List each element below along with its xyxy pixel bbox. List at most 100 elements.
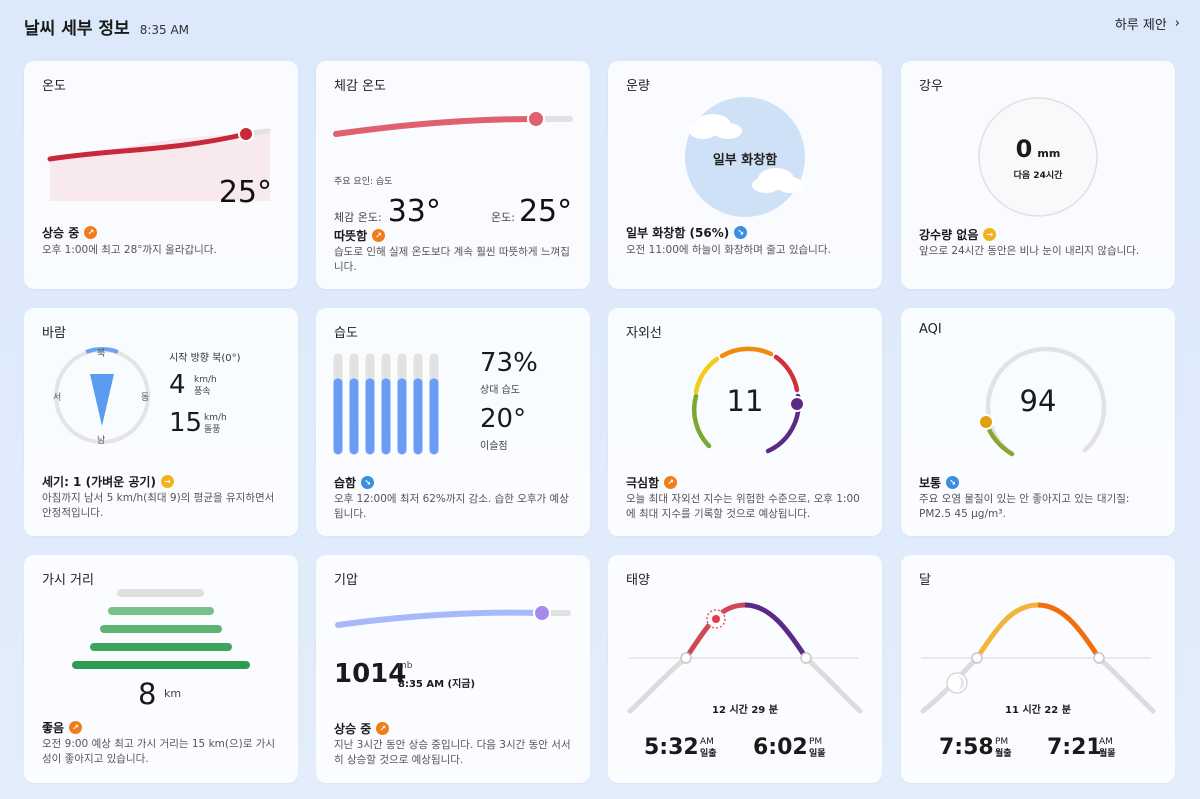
pressure-card[interactable]: 기압 1014 mb 8:35 AM (지금) 상승 중 ↗ 지난 3시간 동안 … [316, 555, 590, 783]
visibility-card[interactable]: 가시 거리 8 km 좋음 ↗ 오전 9:00 예상 최고 가시 거리는 15 k… [24, 555, 298, 783]
temperature-card[interactable]: 온도 25° 상승 중 ↗ 오후 1:00에 최고 28°까지 올라갑니다. [24, 61, 298, 289]
moonset-time: 7:21 [1047, 735, 1102, 760]
wind-speed-labels: km/h 풍속 [194, 375, 217, 397]
dew-point-label: 이슬점 [480, 441, 508, 452]
trend-up-icon: ↗ [376, 722, 390, 735]
wind-arrow-icon [90, 374, 114, 426]
feels-value-group: 체감 온도: 33° [334, 194, 441, 229]
visibility-bars [72, 589, 250, 669]
feels-like-card[interactable]: 체감 온도 주요 요인: 습도 체감 온도: 33° 온도: 25° 따뜻함 ↗ … [316, 61, 590, 289]
card-title: AQI [919, 322, 942, 337]
pressure-time: 8:35 AM (지금) [398, 679, 476, 690]
trend-down-icon: ↘ [734, 226, 748, 239]
uv-gauge [691, 346, 805, 454]
cloud-center-label: 일부 화창함 [712, 153, 778, 168]
moon-arc [920, 602, 1156, 714]
status-badge: 좋음 ↗ [42, 719, 83, 736]
temp-value-group: 온도: 25° [491, 194, 573, 229]
moonrise-labels: PM 월출 [995, 737, 1012, 759]
moon-card[interactable]: 달 11 시간 22 분 7:58 PM 월출 7:21 AM 월몰 [901, 555, 1175, 783]
temperature-graph [47, 126, 271, 201]
card-title: 바람 [42, 326, 66, 341]
humidity-value: 73% [480, 348, 538, 378]
status-badge: 따뜻함 ↗ [334, 227, 386, 244]
dew-point-value: 20° [480, 404, 527, 434]
header: 날씨 세부 정보 8:35 AM [24, 14, 189, 40]
aqi-card[interactable]: AQI 94 보통 ↘ 주요 오염 물질이 있는 안 좋아지고 있는 대기질: P… [901, 308, 1175, 536]
aqi-marker [978, 414, 994, 430]
card-title: 자외선 [626, 326, 662, 341]
status-badge: 극심함 ↗ [626, 474, 678, 491]
card-description: 오후 1:00에 최고 28°까지 올라갑니다. [42, 244, 217, 256]
trend-up-icon: ↗ [84, 226, 98, 239]
wind-card[interactable]: 바람 북 남 동 서 시작 방향 북(0°) 4 km/h 풍속 15 km/h 돌… [24, 308, 298, 536]
card-title: 강우 [919, 79, 943, 94]
aqi-value: 94 [1019, 384, 1057, 418]
card-description: 오후 12:00에 최저 62%까지 감소. 습한 오후가 예상됩니다. [334, 493, 569, 520]
card-description: 오전 11:00에 하늘이 화창하며 줄고 있습니다. [626, 244, 831, 256]
sunset-labels: PM 일몰 [809, 737, 826, 759]
trend-up-icon: ↗ [664, 476, 678, 489]
card-description: 주요 오염 물질이 있는 안 좋아지고 있는 대기질: PM2.5 45 µg/… [919, 493, 1130, 520]
daylight-duration: 12 시간 29 분 [712, 705, 778, 716]
card-description: 아침까지 남서 5 km/h(최대 9)의 평균을 유지하면서 안정적입니다. [42, 492, 275, 519]
moonlight-duration: 11 시간 22 분 [1005, 705, 1071, 716]
feels-like-marker [527, 110, 545, 128]
compass-east: 동 [141, 393, 150, 403]
day-suggestion-link[interactable]: 하루 제안 › [1115, 14, 1180, 33]
wind-from: 시작 방향 북(0°) [169, 353, 241, 364]
sunset-time: 6:02 [753, 735, 808, 760]
card-description: 오늘 최대 자외선 지수는 위험한 수준으로, 오후 1:00에 최대 지수를 … [626, 493, 860, 520]
uv-marker [789, 396, 805, 412]
sunrise-time: 5:32 [644, 735, 699, 760]
card-title: 기압 [334, 573, 358, 588]
temperature-value: 25° [218, 175, 272, 210]
pressure-unit: mb [398, 661, 413, 671]
day-suggestion-label: 하루 제안 [1114, 18, 1167, 33]
cloud-cover-card[interactable]: 운량 일부 화창함 일부 화창함 (56%) ↘ 오전 11:00에 하늘이 화창… [608, 61, 882, 289]
card-title: 가시 거리 [42, 573, 94, 588]
sun-card[interactable]: 태양 12 시간 29 분 5:32 AM 일출 6:02 PM 일몰 [608, 555, 882, 783]
uv-value: 11 [726, 384, 764, 418]
status-badge: 세기: 1 (가벼운 공기) → [42, 473, 174, 490]
pressure-value: 1014 [334, 659, 407, 689]
header-time: 8:35 AM [139, 23, 190, 37]
cloud-graphic [685, 97, 805, 217]
trend-flat-icon: → [160, 475, 174, 488]
trend-down-icon: ↘ [361, 476, 375, 489]
pressure-graph [335, 604, 571, 628]
card-title: 태양 [626, 573, 650, 588]
humidity-card[interactable]: 습도 73% 상대 습도 20° 이슬점 습함 ↘ 오후 12:00에 최저 62… [316, 308, 590, 536]
uv-card[interactable]: 자외선 11 극심함 ↗ 오늘 최대 자외선 지수는 위험한 수준으로, 오후 1… [608, 308, 882, 536]
status-badge: 상승 중 ↗ [42, 224, 98, 241]
wind-speed-value: 4 [169, 370, 186, 400]
rain-gauge [978, 97, 1098, 217]
card-description: 습도로 인해 실제 온도보다 계속 훨씬 따뜻하게 느껴집니다. [334, 246, 570, 273]
card-title: 달 [919, 573, 931, 588]
rain-card[interactable]: 강우 0 mm 다음 24시간 강수량 없음 → 앞으로 24시간 동안은 비나 … [901, 61, 1175, 289]
rain-amount: 0 mm [1015, 135, 1061, 163]
wind-gust-labels: km/h 돌풍 [204, 413, 227, 435]
feels-like-graph [333, 110, 573, 137]
trend-down-icon: ↘ [946, 476, 960, 489]
cloud-icon [689, 114, 803, 193]
card-title: 온도 [42, 79, 66, 94]
card-description: 앞으로 24시간 동안은 비나 눈이 내리지 않습니다. [919, 245, 1140, 257]
trend-flat-icon: → [983, 228, 997, 241]
humidity-label: 상대 습도 [480, 385, 520, 396]
status-badge: 강수량 없음 → [919, 226, 997, 243]
card-description: 지난 3시간 동안 상승 중입니다. 다음 3시간 동안 서서히 상승할 것으로… [334, 739, 571, 766]
moonrise-time: 7:58 [939, 735, 994, 760]
moon-icon [946, 672, 968, 694]
compass-west: 서 [53, 393, 62, 403]
wind-gust-value: 15 [169, 408, 203, 438]
visibility-value: 8 [138, 677, 157, 711]
moonset-labels: AM 월몰 [1099, 737, 1116, 759]
status-badge: 상승 중 ↗ [334, 720, 390, 737]
chevron-right-icon: › [1174, 16, 1180, 31]
compass-north: 북 [97, 349, 106, 359]
card-title: 운량 [626, 79, 650, 94]
status-badge: 일부 화창함 (56%) ↘ [626, 224, 748, 241]
card-title: 체감 온도 [334, 79, 386, 94]
status-badge: 습함 ↘ [334, 474, 375, 491]
